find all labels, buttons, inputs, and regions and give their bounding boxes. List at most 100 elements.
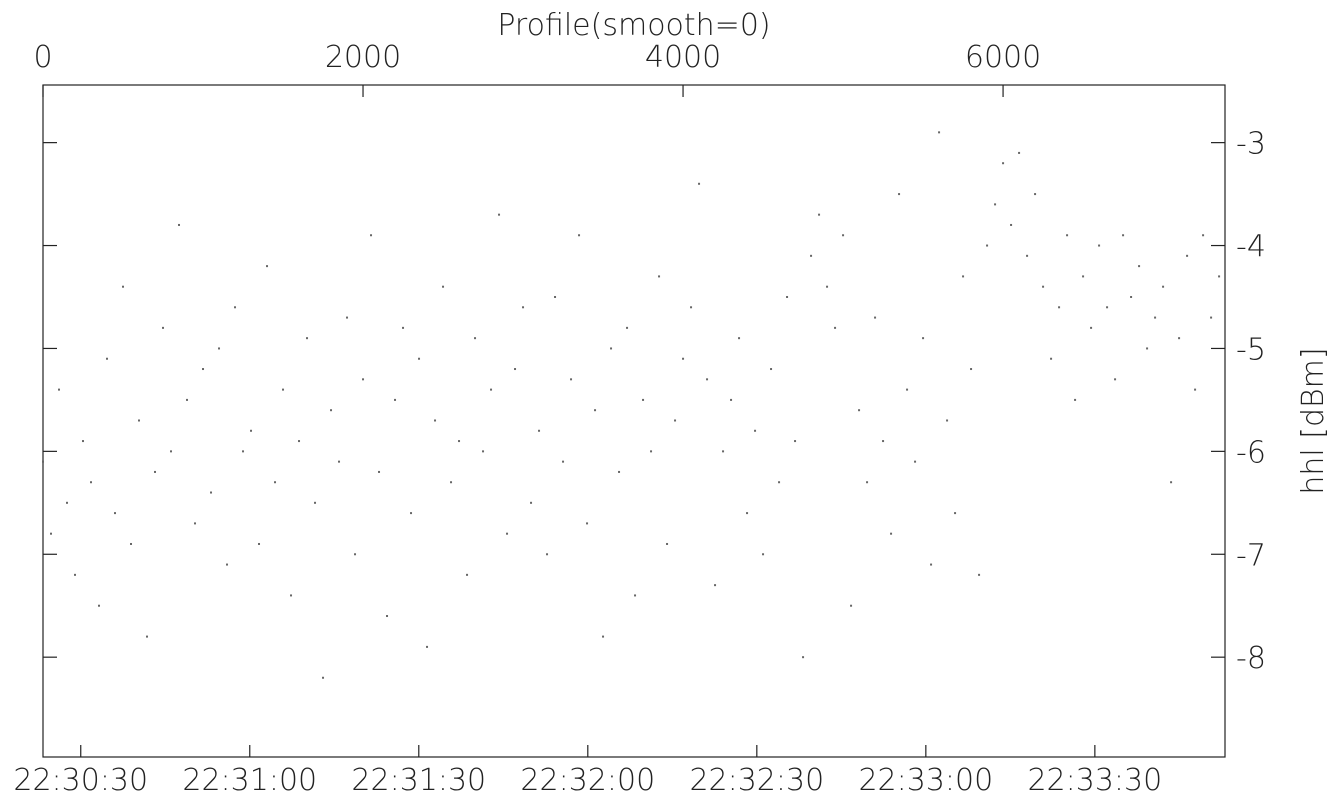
x2-tick-label: 22:32:00	[520, 763, 655, 797]
point	[754, 429, 757, 432]
point	[178, 223, 181, 226]
point	[354, 553, 357, 556]
point	[1162, 285, 1165, 288]
y-tick-label: -5	[1236, 332, 1266, 367]
point	[1106, 306, 1109, 309]
point	[954, 512, 957, 515]
point	[1218, 275, 1221, 278]
point	[90, 481, 93, 484]
point	[738, 337, 741, 340]
point	[802, 656, 805, 659]
point	[1058, 306, 1061, 309]
point	[442, 285, 445, 288]
point	[130, 542, 133, 545]
point	[474, 337, 477, 340]
point	[610, 347, 613, 350]
point	[1146, 347, 1149, 350]
point	[98, 604, 101, 607]
point	[986, 244, 989, 247]
point	[1074, 398, 1077, 401]
point	[674, 419, 677, 422]
point	[506, 532, 509, 535]
point	[1018, 151, 1021, 154]
point	[58, 388, 61, 391]
point	[66, 501, 69, 504]
point	[898, 193, 901, 196]
point	[882, 440, 885, 443]
point	[250, 429, 253, 432]
x2-tick-label: 22:30:30	[13, 763, 148, 797]
point	[290, 594, 293, 597]
point	[490, 388, 493, 391]
point	[930, 563, 933, 566]
point	[810, 254, 813, 257]
point	[538, 429, 541, 432]
x2-tick-label: 22:31:30	[351, 763, 486, 797]
point	[994, 203, 997, 206]
point	[194, 522, 197, 525]
point	[362, 378, 365, 381]
point	[1138, 265, 1141, 268]
plot-frame	[42, 84, 1226, 758]
x2-tick-label: 22:31:00	[182, 763, 317, 797]
point	[570, 378, 573, 381]
point	[186, 398, 189, 401]
x-tick-label: 6000	[965, 40, 1041, 75]
point	[322, 676, 325, 679]
point	[834, 326, 837, 329]
point	[482, 450, 485, 453]
point	[922, 337, 925, 340]
point	[586, 522, 589, 525]
point	[746, 512, 749, 515]
point	[170, 450, 173, 453]
point	[434, 419, 437, 422]
y-tick-label: -3	[1236, 127, 1266, 162]
point	[658, 275, 661, 278]
point	[906, 388, 909, 391]
y-tick-label: -8	[1236, 641, 1266, 676]
point	[114, 512, 117, 515]
point	[826, 285, 829, 288]
point	[1026, 254, 1029, 257]
point	[418, 357, 421, 360]
point	[698, 182, 701, 185]
point	[682, 357, 685, 360]
point	[786, 295, 789, 298]
point	[1170, 481, 1173, 484]
point	[722, 450, 725, 453]
point	[338, 460, 341, 463]
point	[210, 491, 213, 494]
point	[394, 398, 397, 401]
point	[778, 481, 781, 484]
y-tick-label: -7	[1236, 538, 1266, 573]
point	[370, 234, 373, 237]
point	[1122, 234, 1125, 237]
point	[970, 368, 973, 371]
point	[1082, 275, 1085, 278]
point	[1130, 295, 1133, 298]
x2-tick-label: 22:33:00	[858, 763, 993, 797]
point	[890, 532, 893, 535]
y-tick-label: -6	[1236, 435, 1266, 470]
point	[154, 470, 157, 473]
point	[226, 563, 229, 566]
point	[946, 419, 949, 422]
point	[1010, 223, 1013, 226]
point	[1154, 316, 1157, 319]
point	[234, 306, 237, 309]
x-tick-label: 0	[33, 40, 52, 75]
point	[1090, 326, 1093, 329]
point	[1178, 337, 1181, 340]
point	[346, 316, 349, 319]
point	[578, 234, 581, 237]
x2-tick-label: 22:33:30	[1027, 763, 1162, 797]
point	[554, 295, 557, 298]
point	[266, 265, 269, 268]
point	[770, 368, 773, 371]
point	[122, 285, 125, 288]
point	[1202, 234, 1205, 237]
point	[378, 470, 381, 473]
point	[1098, 244, 1101, 247]
